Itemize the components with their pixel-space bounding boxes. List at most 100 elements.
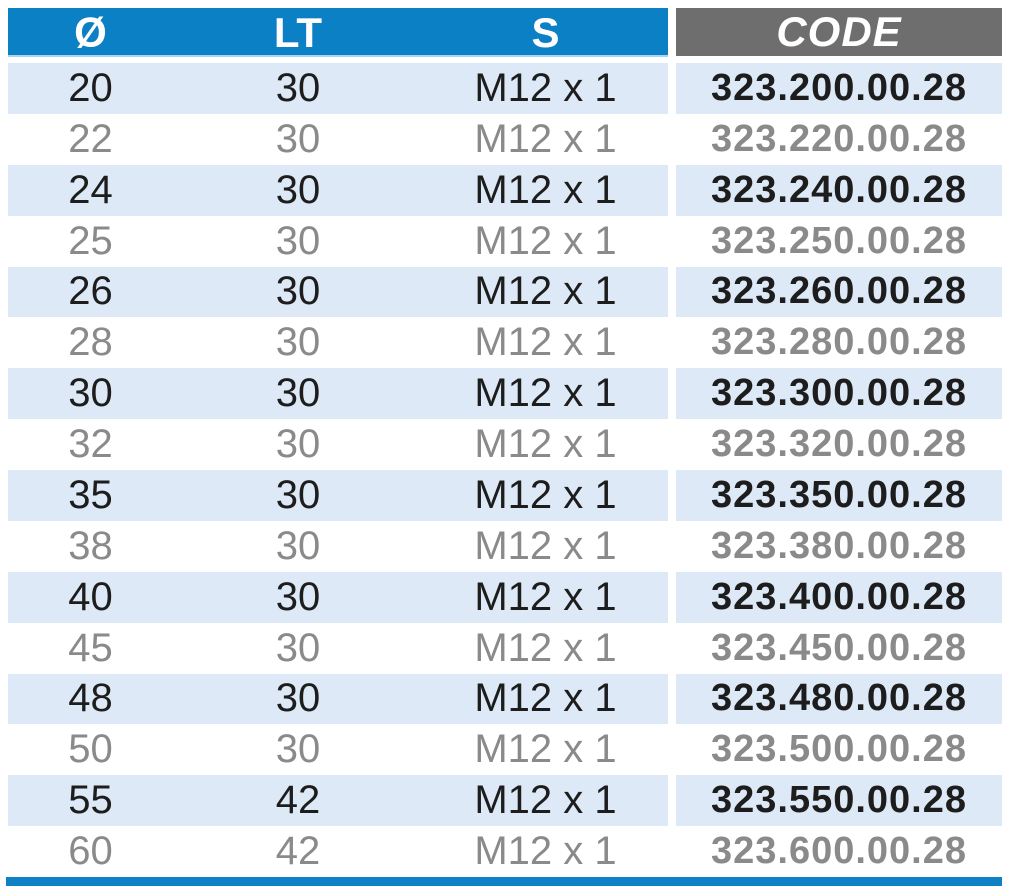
column-divider <box>668 826 676 877</box>
row-code-block: 323.320.00.28 <box>676 419 1002 470</box>
cell-s: M12 x 1 <box>474 472 617 517</box>
row-code-block: 323.300.00.28 <box>676 368 1002 420</box>
row-code-block: 323.280.00.28 <box>676 317 1002 368</box>
table-header-row: Ø LT S CODE <box>8 8 1010 57</box>
header-lt: LT <box>273 8 323 56</box>
cell-lt: 30 <box>275 676 321 721</box>
cell-s: M12 x 1 <box>474 422 617 467</box>
table-row: 32 30 M12 x 1 323.320.00.28 <box>8 419 1010 470</box>
table-row: 50 30 M12 x 1 323.500.00.28 <box>8 724 1010 776</box>
column-divider <box>668 572 676 623</box>
cell-code: 323.550.00.28 <box>710 779 967 822</box>
row-code-block: 323.200.00.28 <box>676 63 1002 114</box>
cell-code: 323.480.00.28 <box>710 677 967 720</box>
table-row: 24 30 M12 x 1 323.240.00.28 <box>8 164 1010 216</box>
table-row: 40 30 M12 x 1 323.400.00.28 <box>8 571 1010 623</box>
cell-lt: 30 <box>275 625 321 670</box>
table-row: 20 30 M12 x 1 323.200.00.28 <box>8 63 1010 114</box>
cell-s: M12 x 1 <box>474 371 617 416</box>
cell-s: M12 x 1 <box>474 676 617 721</box>
cell-diameter: 38 <box>68 523 113 568</box>
row-main-block: 45 30 M12 x 1 <box>8 623 668 674</box>
row-main-block: 24 30 M12 x 1 <box>8 164 668 216</box>
table-row: 22 30 M12 x 1 323.220.00.28 <box>8 113 1010 165</box>
cell-diameter: 45 <box>68 625 113 670</box>
table-header-main-block: Ø LT S <box>8 8 668 57</box>
cell-code: 323.240.00.28 <box>710 168 967 211</box>
row-main-block: 35 30 M12 x 1 <box>8 470 668 521</box>
header-s: S <box>531 8 560 56</box>
cell-code: 323.280.00.28 <box>710 321 967 364</box>
cell-lt: 30 <box>275 269 321 314</box>
cell-diameter: 50 <box>68 727 113 772</box>
row-code-block: 323.400.00.28 <box>676 571 1002 623</box>
row-code-block: 323.600.00.28 <box>676 826 1002 877</box>
cell-s: M12 x 1 <box>474 269 617 314</box>
column-divider <box>668 165 676 216</box>
row-code-block: 323.500.00.28 <box>676 724 1002 775</box>
table-row: 35 30 M12 x 1 323.350.00.28 <box>8 470 1010 521</box>
cell-s: M12 x 1 <box>474 778 617 823</box>
cell-s: M12 x 1 <box>474 116 617 161</box>
cell-s: M12 x 1 <box>474 727 617 772</box>
column-divider <box>668 470 676 521</box>
column-divider <box>668 63 676 114</box>
row-code-block: 323.350.00.28 <box>676 470 1002 521</box>
cell-diameter: 35 <box>68 472 113 517</box>
cell-diameter: 25 <box>68 218 113 263</box>
cell-diameter: 40 <box>68 574 113 619</box>
table-row: 26 30 M12 x 1 323.260.00.28 <box>8 266 1010 318</box>
row-main-block: 55 42 M12 x 1 <box>8 775 668 827</box>
cell-s: M12 x 1 <box>474 625 617 670</box>
row-main-block: 26 30 M12 x 1 <box>8 266 668 318</box>
cell-code: 323.220.00.28 <box>710 117 967 160</box>
column-divider <box>668 419 676 470</box>
row-main-block: 25 30 M12 x 1 <box>8 216 668 267</box>
cell-lt: 30 <box>275 727 321 772</box>
row-code-block: 323.220.00.28 <box>676 114 1002 165</box>
column-divider <box>668 674 676 725</box>
table-row: 25 30 M12 x 1 323.250.00.28 <box>8 215 1010 267</box>
row-main-block: 20 30 M12 x 1 <box>8 63 668 114</box>
row-code-block: 323.240.00.28 <box>676 164 1002 216</box>
row-main-block: 40 30 M12 x 1 <box>8 571 668 623</box>
cell-s: M12 x 1 <box>474 320 617 365</box>
cell-diameter: 48 <box>68 676 113 721</box>
cell-diameter: 30 <box>68 371 113 416</box>
cell-diameter: 26 <box>68 269 113 314</box>
row-main-block: 30 30 M12 x 1 <box>8 368 668 420</box>
cell-code: 323.600.00.28 <box>710 830 967 873</box>
row-code-block: 323.480.00.28 <box>676 673 1002 725</box>
header-code: CODE <box>776 8 902 55</box>
cell-diameter: 32 <box>68 422 113 467</box>
table-row: 55 42 M12 x 1 323.550.00.28 <box>8 775 1010 827</box>
column-divider <box>668 623 676 674</box>
bottom-rule <box>6 877 1002 886</box>
cell-code: 323.450.00.28 <box>710 626 967 669</box>
cell-lt: 30 <box>275 167 321 212</box>
column-divider <box>668 775 676 826</box>
table-row: 30 30 M12 x 1 323.300.00.28 <box>8 368 1010 420</box>
cell-diameter: 24 <box>68 167 113 212</box>
cell-lt: 30 <box>275 523 321 568</box>
row-code-block: 323.260.00.28 <box>676 266 1002 318</box>
cell-code: 323.200.00.28 <box>710 66 967 109</box>
table-header-code-block: CODE <box>676 8 1002 56</box>
cell-lt: 30 <box>275 574 321 619</box>
row-main-block: 60 42 M12 x 1 <box>8 826 668 877</box>
cell-lt: 30 <box>275 422 321 467</box>
cell-lt: 30 <box>275 116 321 161</box>
cell-s: M12 x 1 <box>474 167 617 212</box>
cell-diameter: 20 <box>68 65 113 110</box>
row-code-block: 323.450.00.28 <box>676 623 1002 674</box>
cell-code: 323.400.00.28 <box>710 575 967 618</box>
row-code-block: 323.380.00.28 <box>676 521 1002 572</box>
cell-diameter: 22 <box>68 116 113 161</box>
cell-code: 323.500.00.28 <box>710 728 967 771</box>
row-main-block: 32 30 M12 x 1 <box>8 419 668 470</box>
cell-s: M12 x 1 <box>474 523 617 568</box>
row-main-block: 28 30 M12 x 1 <box>8 317 668 368</box>
cell-lt: 30 <box>275 65 321 110</box>
cell-diameter: 60 <box>68 829 113 874</box>
